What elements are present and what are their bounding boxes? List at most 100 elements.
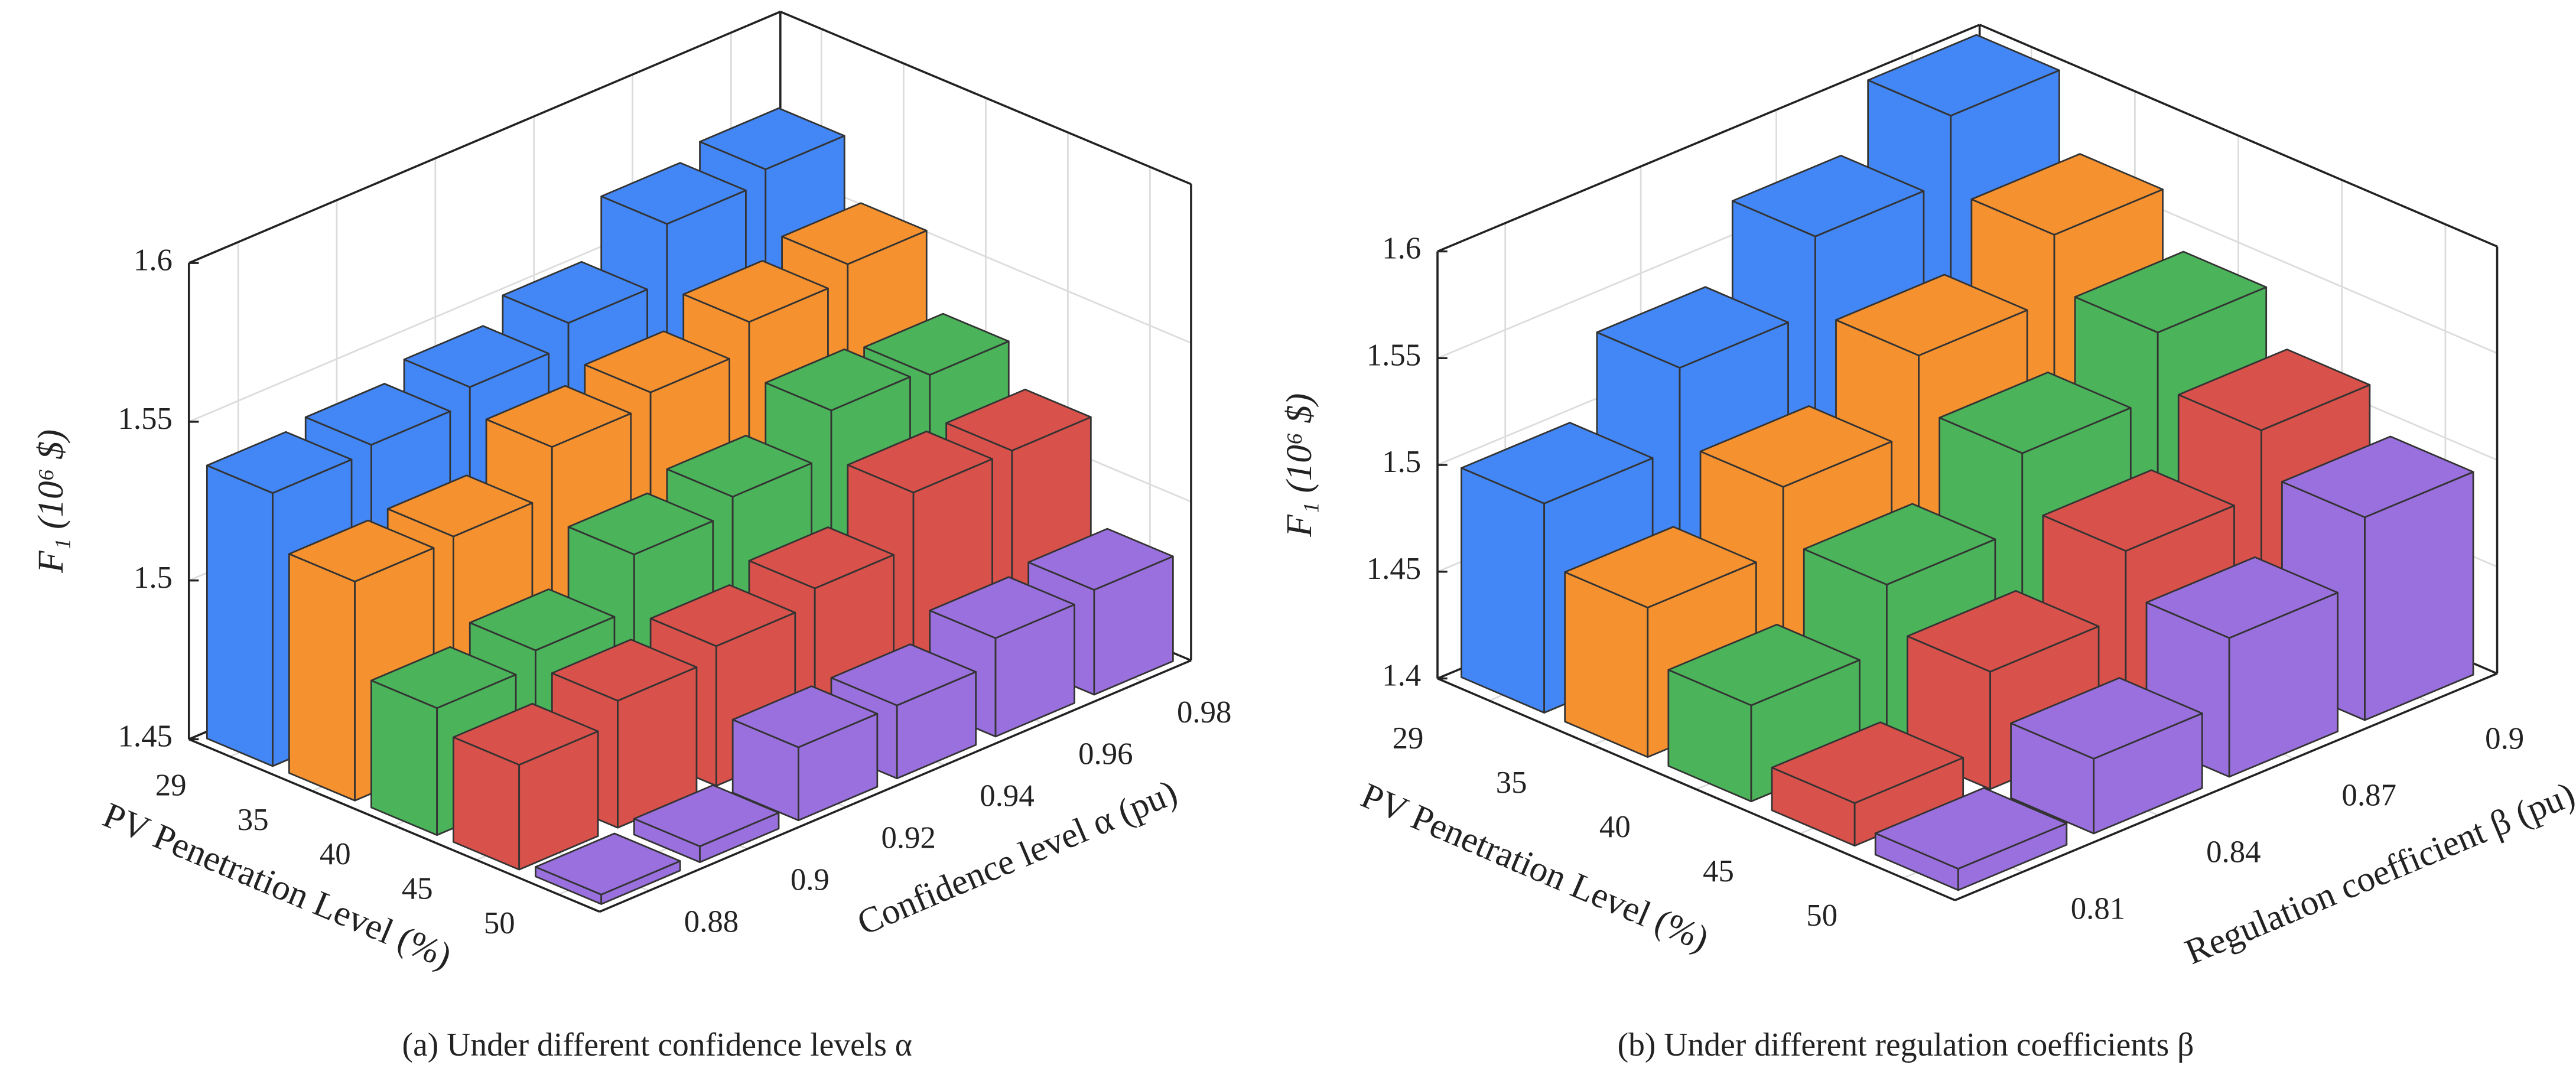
x-tick-label: 29 [1393, 721, 1424, 756]
x-axis-label: PV Penetration Level (%) [1355, 775, 1715, 959]
x-tick-label: 29 [155, 768, 187, 802]
x-tick-label: 40 [320, 837, 351, 871]
bar-face [1461, 467, 1546, 714]
chart: 1.4 1.45 1.5 1.55 1.6 29 35 40 45 50 0.81 0.84 0.87 0… [1279, 24, 2576, 1063]
bar-face [206, 464, 274, 767]
y-tick-label: 0.88 [684, 904, 739, 939]
chart: 1.45 1.5 1.55 1.6 29 35 40 45 50 0.88 0.9 0.92 0.94 0… [31, 11, 1231, 1063]
y-tick-label: 0.84 [2206, 835, 2260, 869]
bar-top [1461, 422, 1654, 504]
y-tick-label: 0.9 [791, 862, 830, 897]
x-tick-label: 45 [1703, 854, 1734, 888]
z-tick-label: 1.6 [134, 243, 173, 277]
z-tick-label: 1.55 [118, 402, 173, 436]
bar-top [765, 348, 911, 412]
bar-top [1867, 34, 2060, 117]
y-tick-label: 0.96 [1078, 737, 1133, 771]
bar-top [1907, 590, 2100, 673]
bar-top [584, 330, 730, 393]
z-tick-label: 1.45 [118, 719, 173, 754]
bar-top [781, 202, 928, 265]
axis-edge [188, 738, 600, 913]
bar-top [830, 643, 977, 706]
bar-top [1970, 153, 2164, 236]
z-axis-label: F₁ (10⁶ $) [1279, 393, 1319, 538]
z-tick-label: 1.45 [1367, 552, 1421, 586]
y-tick-label: 0.98 [1177, 695, 1231, 730]
bar-top [633, 784, 780, 848]
bar-top [304, 383, 451, 446]
bar [1771, 721, 1964, 847]
bar [535, 832, 681, 905]
axis-edge [188, 11, 781, 264]
bar-top [403, 325, 550, 388]
bar-face [288, 553, 356, 802]
caption: (b) Under different regulation coefficie… [1618, 1027, 2194, 1063]
bar-top [666, 435, 813, 498]
axis-edge [1437, 24, 1980, 253]
bar-top [1803, 503, 1996, 586]
bar-top [206, 431, 353, 494]
caption: (a) Under different confidence levels α [402, 1027, 912, 1063]
bar-top [535, 832, 681, 896]
axis-edge [1954, 672, 2498, 901]
axis-edge [1979, 24, 2498, 248]
bar-top [731, 685, 879, 748]
bar-top [386, 474, 534, 538]
bar [453, 702, 599, 871]
bar-top [2074, 250, 2268, 334]
y-tick-label: 0.9 [2485, 722, 2524, 756]
x-tick-label: 35 [238, 803, 269, 837]
bar-top [1027, 528, 1174, 591]
bar-top [929, 576, 1075, 639]
x-tick-label: 35 [1496, 766, 1527, 800]
bar-top [2042, 469, 2235, 552]
z-tick-label: 1.5 [134, 561, 173, 595]
z-axis-label: F₁ (10⁶ $) [31, 429, 71, 574]
bar-top [1835, 273, 2028, 357]
bar-top [1771, 721, 1964, 804]
bar-top [1667, 623, 1861, 706]
bar-top [2177, 349, 2371, 431]
bar-top [1731, 154, 1925, 237]
y-tick-label: 0.81 [2071, 891, 2125, 926]
bar-top [370, 646, 517, 709]
z-tick-label: 1.55 [1367, 338, 1421, 372]
bar-top [649, 584, 796, 647]
bar-top [945, 388, 1092, 452]
bar-top [453, 702, 599, 766]
bar-top [699, 107, 845, 171]
bar-top [1596, 286, 1789, 369]
bar-top [2010, 677, 2203, 760]
bar-top [600, 162, 747, 225]
z-tick-label: 1.6 [1382, 232, 1421, 266]
bar [633, 784, 780, 863]
x-tick-label: 50 [484, 906, 515, 940]
y-tick-label: 0.87 [2342, 779, 2396, 813]
bar [2010, 677, 2203, 835]
y-tick-label: 0.92 [881, 821, 935, 855]
bar-top [1938, 372, 2132, 454]
bar-top [2281, 435, 2474, 519]
z-tick-label: 1.4 [1382, 659, 1421, 693]
x-tick-label: 45 [402, 872, 433, 906]
z-tick-label: 1.5 [1382, 445, 1421, 479]
x-tick-label: 40 [1599, 810, 1631, 844]
bar-top [2145, 556, 2339, 639]
bar-top [748, 526, 895, 590]
axis-edge [780, 11, 1192, 185]
axis-edge [1437, 677, 1956, 901]
bar-top [485, 385, 632, 448]
bar-top [567, 492, 714, 556]
bar [1874, 787, 2068, 891]
bar-top [863, 312, 1010, 376]
bar-top [1874, 787, 2068, 870]
bar-top [1699, 405, 1893, 488]
bar-top [682, 260, 829, 323]
bar-top [502, 261, 648, 324]
y-tick-label: 0.94 [980, 779, 1034, 813]
bar-top [551, 639, 698, 702]
bar-top [847, 430, 993, 494]
axis-edge [599, 659, 1192, 913]
